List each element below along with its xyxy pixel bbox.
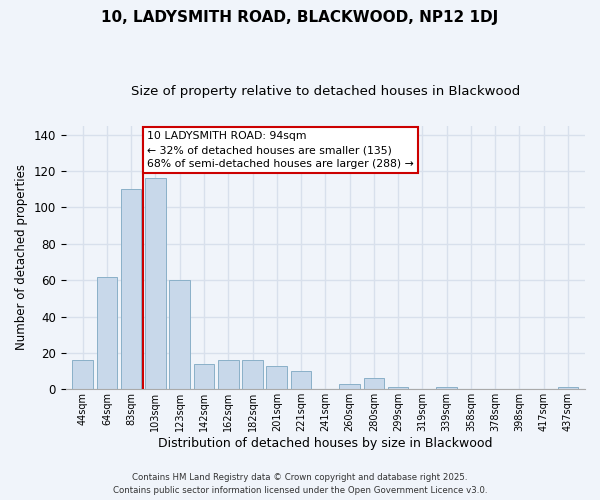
Bar — [169, 280, 190, 390]
Title: Size of property relative to detached houses in Blackwood: Size of property relative to detached ho… — [131, 85, 520, 98]
Text: Contains HM Land Registry data © Crown copyright and database right 2025.
Contai: Contains HM Land Registry data © Crown c… — [113, 474, 487, 495]
Bar — [436, 388, 457, 390]
Text: 10, LADYSMITH ROAD, BLACKWOOD, NP12 1DJ: 10, LADYSMITH ROAD, BLACKWOOD, NP12 1DJ — [101, 10, 499, 25]
Bar — [364, 378, 384, 390]
Bar — [194, 364, 214, 390]
Bar — [557, 388, 578, 390]
X-axis label: Distribution of detached houses by size in Blackwood: Distribution of detached houses by size … — [158, 437, 493, 450]
Bar — [339, 384, 360, 390]
Bar — [291, 371, 311, 390]
Bar — [97, 276, 117, 390]
Bar — [388, 388, 409, 390]
Bar — [218, 360, 239, 390]
Bar — [242, 360, 263, 390]
Y-axis label: Number of detached properties: Number of detached properties — [15, 164, 28, 350]
Bar — [145, 178, 166, 390]
Text: 10 LADYSMITH ROAD: 94sqm
← 32% of detached houses are smaller (135)
68% of semi-: 10 LADYSMITH ROAD: 94sqm ← 32% of detach… — [147, 131, 414, 169]
Bar — [121, 189, 142, 390]
Bar — [266, 366, 287, 390]
Bar — [73, 360, 93, 390]
